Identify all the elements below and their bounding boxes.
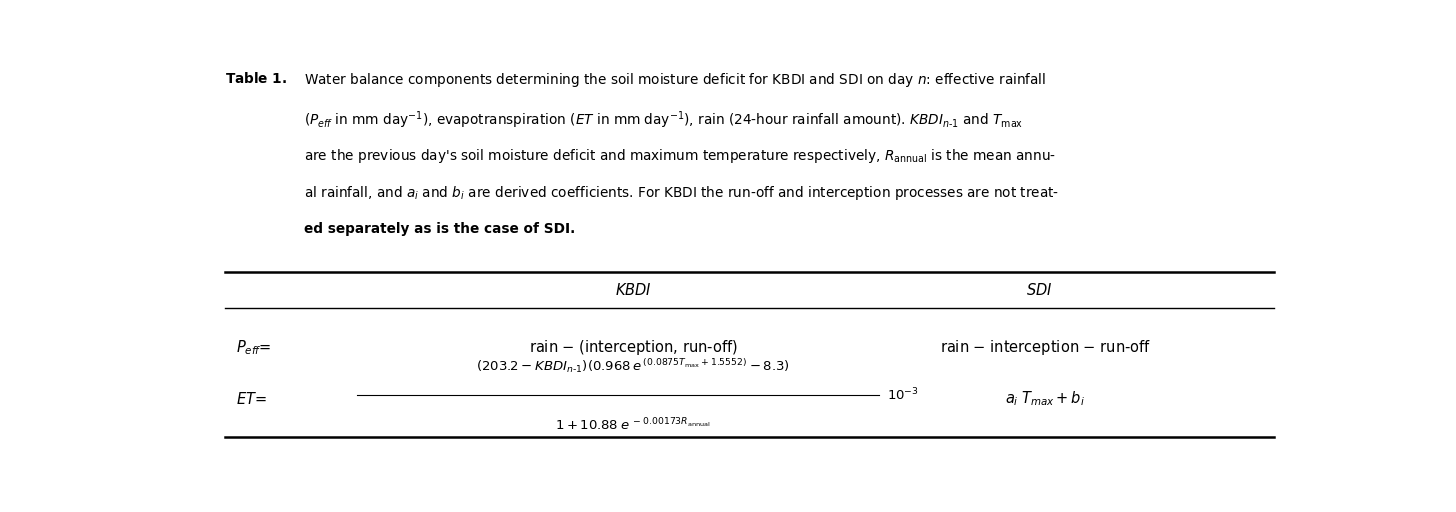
Text: $\mathit{KBDI}$: $\mathit{KBDI}$ (614, 282, 652, 298)
Text: are the previous day's soil moisture deficit and maximum temperature respectivel: are the previous day's soil moisture def… (304, 147, 1056, 165)
Text: ed separately as is the case of SDI.: ed separately as is the case of SDI. (304, 222, 575, 236)
Text: $10^{-3}$: $10^{-3}$ (887, 387, 919, 403)
Text: Water balance components determining the soil moisture deficit for KBDI and SDI : Water balance components determining the… (304, 71, 1047, 89)
Text: $(203.2 - \mathit{KBDI_{n\text{-}1}})(0.968\,\mathit{e}^{\,(0.0875\mathit{T}_{\m: $(203.2 - \mathit{KBDI_{n\text{-}1}})(0.… (476, 357, 791, 375)
Text: $\mathit{a_i}\;\mathit{T}_{\mathit{max}} + \mathit{b_i}$: $\mathit{a_i}\;\mathit{T}_{\mathit{max}}… (1005, 389, 1085, 408)
Text: ($\mathit{P_{\mathit{eff}}}$ in mm day$^{-1}$), evapotranspiration ($\mathit{ET}: ($\mathit{P_{\mathit{eff}}}$ in mm day$^… (304, 110, 1024, 131)
Text: $\mathbf{Table\ 1.}$: $\mathbf{Table\ 1.}$ (224, 71, 287, 87)
Text: $1 + 10.88\;\mathit{e}^{\,-0.00173\mathit{R}_{\mathrm{annual}}}$: $1 + 10.88\;\mathit{e}^{\,-0.00173\mathi… (556, 417, 711, 434)
Text: $\mathit{P_{\mathit{eff}}}$=: $\mathit{P_{\mathit{eff}}}$= (236, 338, 272, 357)
Text: al rainfall, and $\mathit{a_i}$ and $\mathit{b_i}$ are derived coefficients. For: al rainfall, and $\mathit{a_i}$ and $\ma… (304, 184, 1059, 202)
Text: rain $-$ interception $-$ run-off: rain $-$ interception $-$ run-off (939, 338, 1150, 357)
Text: rain $-$ (interception, run-off): rain $-$ (interception, run-off) (529, 338, 738, 357)
Text: $\mathit{SDI}$: $\mathit{SDI}$ (1026, 282, 1053, 298)
Text: $\mathit{ET}$=: $\mathit{ET}$= (236, 391, 266, 407)
